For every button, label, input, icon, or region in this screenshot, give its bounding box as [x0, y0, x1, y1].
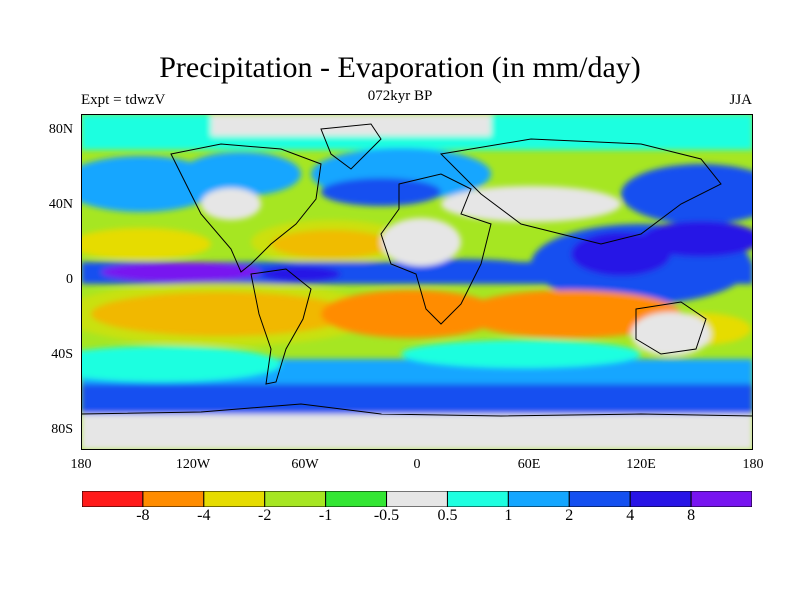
colorbar-box [203, 491, 266, 507]
lat-label-40s: 40S [51, 347, 73, 362]
colorbar-box [446, 491, 509, 507]
lon-label-60e: 60E [517, 457, 541, 472]
colorbar-box [690, 491, 752, 507]
colorbar-label: -8 [136, 507, 150, 524]
period-label: 072kyr BP [367, 88, 433, 104]
colorbar-box [264, 491, 327, 507]
lat-label-80n: 80N [48, 122, 73, 137]
lat-label-0: 0 [66, 272, 73, 287]
colorbar-box [386, 491, 448, 507]
colorbar-box [325, 491, 388, 507]
lon-label-180w: 180 [70, 457, 92, 472]
experiment-label: Expt = tdwzV [81, 92, 166, 108]
lon-label-0: 0 [413, 457, 421, 472]
colorbar-label: 0.5 [437, 507, 458, 524]
colorbar-box [142, 491, 205, 507]
colorbar-label: -1 [318, 507, 333, 524]
colorbar-label: -4 [197, 507, 211, 524]
lat-label-40n: 40N [48, 197, 73, 212]
colorbar-box [568, 491, 631, 507]
colorbar-label: -2 [258, 507, 272, 524]
lat-label-80s: 80S [51, 422, 73, 437]
lon-label-120w: 120W [175, 457, 211, 472]
colorbar-label: -0.5 [373, 507, 400, 524]
lon-label-180e: 180 [742, 457, 764, 472]
lon-label-60w: 60W [291, 457, 319, 472]
season-label: JJA [729, 92, 752, 108]
colorbar-box [82, 491, 144, 507]
lon-label-120e: 120E [626, 457, 656, 472]
colorbar-label: 4 [626, 507, 635, 524]
map-title: Precipitation - Evaporation (in mm/day) [159, 51, 641, 84]
precipitation-evaporation-map [81, 114, 753, 450]
colorbar-box [629, 491, 692, 507]
colorbar-box [507, 491, 570, 507]
colorbar-label: 8 [687, 507, 696, 524]
colorbar-label: 1 [504, 507, 513, 524]
colorbar-label: 2 [565, 507, 574, 524]
colorbar [82, 491, 752, 507]
